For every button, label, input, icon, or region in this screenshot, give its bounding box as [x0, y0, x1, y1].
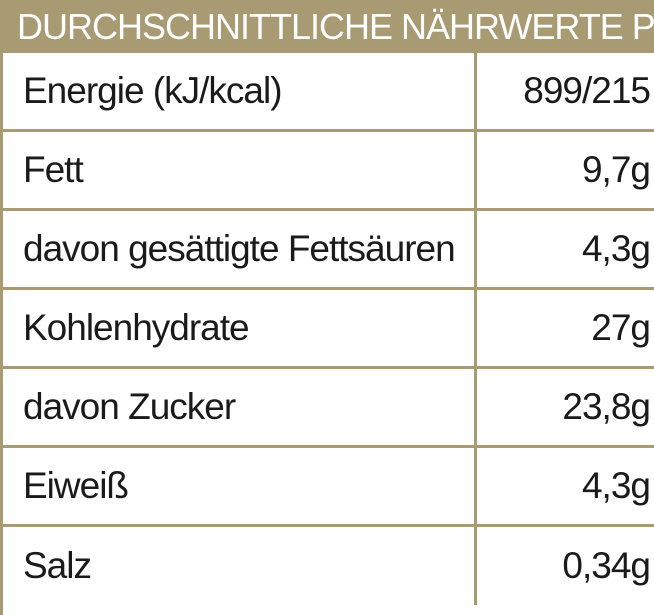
row-label: Fett: [3, 132, 477, 208]
row-value: 9,7g: [581, 149, 651, 190]
row-label: Salz: [3, 527, 477, 605]
row-label: Eiweiß: [3, 448, 477, 524]
table-row-salt: Salz 0,34g: [3, 527, 654, 605]
table-row-protein: Eiweiß 4,3g: [3, 448, 654, 527]
row-label: davon Zucker: [3, 369, 477, 445]
table-row-energy: Energie (kJ/kcal) 899/215: [3, 53, 654, 132]
table-row-fat: Fett 9,7g: [3, 132, 654, 211]
row-value: 4,3g: [581, 228, 651, 269]
table-header: DURCHSCHNITTLICHE NÄHRWERTE PRO 100G: [3, 0, 654, 53]
row-value: 899/215: [523, 70, 651, 111]
table-row-sugar: davon Zucker 23,8g: [3, 369, 654, 448]
table-title: DURCHSCHNITTLICHE NÄHRWERTE PRO 100G: [17, 5, 654, 47]
table-row-carbohydrates: Kohlenhydrate 27g: [3, 290, 654, 369]
row-label: davon gesättigte Fettsäuren: [3, 211, 477, 287]
row-label: Energie (kJ/kcal): [3, 53, 477, 129]
row-value: 23,8g: [562, 386, 651, 427]
row-label: Kohlenhydrate: [3, 290, 477, 366]
row-value: 0,34g: [562, 545, 651, 586]
table-row-saturated-fat: davon gesättigte Fettsäuren 4,3g: [3, 211, 654, 290]
row-value: 27g: [591, 307, 651, 348]
row-value: 4,3g: [581, 465, 651, 506]
